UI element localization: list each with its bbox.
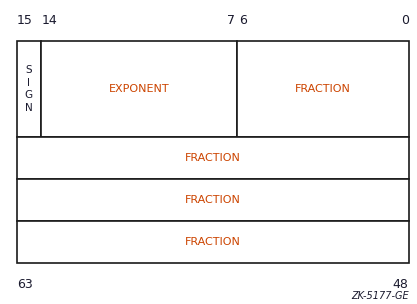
Bar [41, 41, 237, 137]
Text: FRACTION: FRACTION [295, 84, 351, 94]
Bar [17, 41, 41, 137]
Text: 15: 15 [17, 14, 33, 27]
Text: FRACTION: FRACTION [185, 195, 241, 205]
Text: 63: 63 [17, 278, 33, 291]
Text: 48: 48 [393, 278, 409, 291]
Text: 14: 14 [42, 14, 58, 27]
Text: 7: 7 [227, 14, 235, 27]
Bar [237, 41, 409, 137]
Text: S
I
G
N: S I G N [25, 65, 33, 112]
Text: 0: 0 [401, 14, 409, 27]
Text: FRACTION: FRACTION [185, 237, 241, 247]
Bar [17, 137, 409, 179]
Bar [17, 179, 409, 221]
Text: EXPONENT: EXPONENT [109, 84, 169, 94]
Text: 6: 6 [239, 14, 247, 27]
Text: FRACTION: FRACTION [185, 153, 241, 163]
Text: ZK-5177-GE: ZK-5177-GE [351, 291, 409, 301]
Bar [17, 221, 409, 263]
